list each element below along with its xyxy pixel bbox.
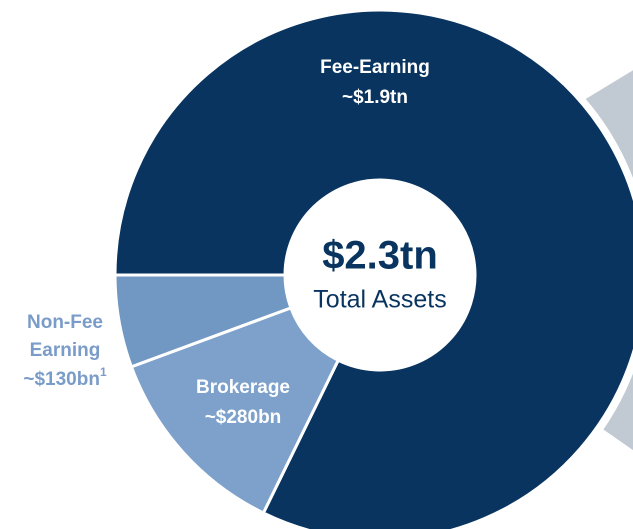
value-label: ~$280bn — [205, 407, 282, 428]
value-label: ~$130bn — [23, 369, 100, 390]
donut-hole — [285, 180, 475, 370]
slice-label: Non-Fee — [27, 312, 103, 333]
donut-slice — [129, 305, 341, 515]
footnote-marker: 1 — [100, 365, 107, 379]
outer-ring-segment — [585, 70, 633, 451]
slice-value-label: ~$280bn — [205, 407, 282, 428]
slice-label: Brokerage — [196, 377, 290, 398]
center-label: Total Assets — [313, 286, 446, 314]
value-label: ~$1.9tn — [342, 87, 408, 108]
slice-value-label: ~$1.9tn — [342, 87, 408, 108]
slice-label: Earning — [30, 340, 101, 361]
donut-slice — [113, 273, 293, 369]
slice-value-label: ~$130bn1 — [23, 365, 107, 390]
slice-label: Fee-Earning — [320, 57, 430, 78]
center-value: $2.3tn — [322, 234, 438, 278]
